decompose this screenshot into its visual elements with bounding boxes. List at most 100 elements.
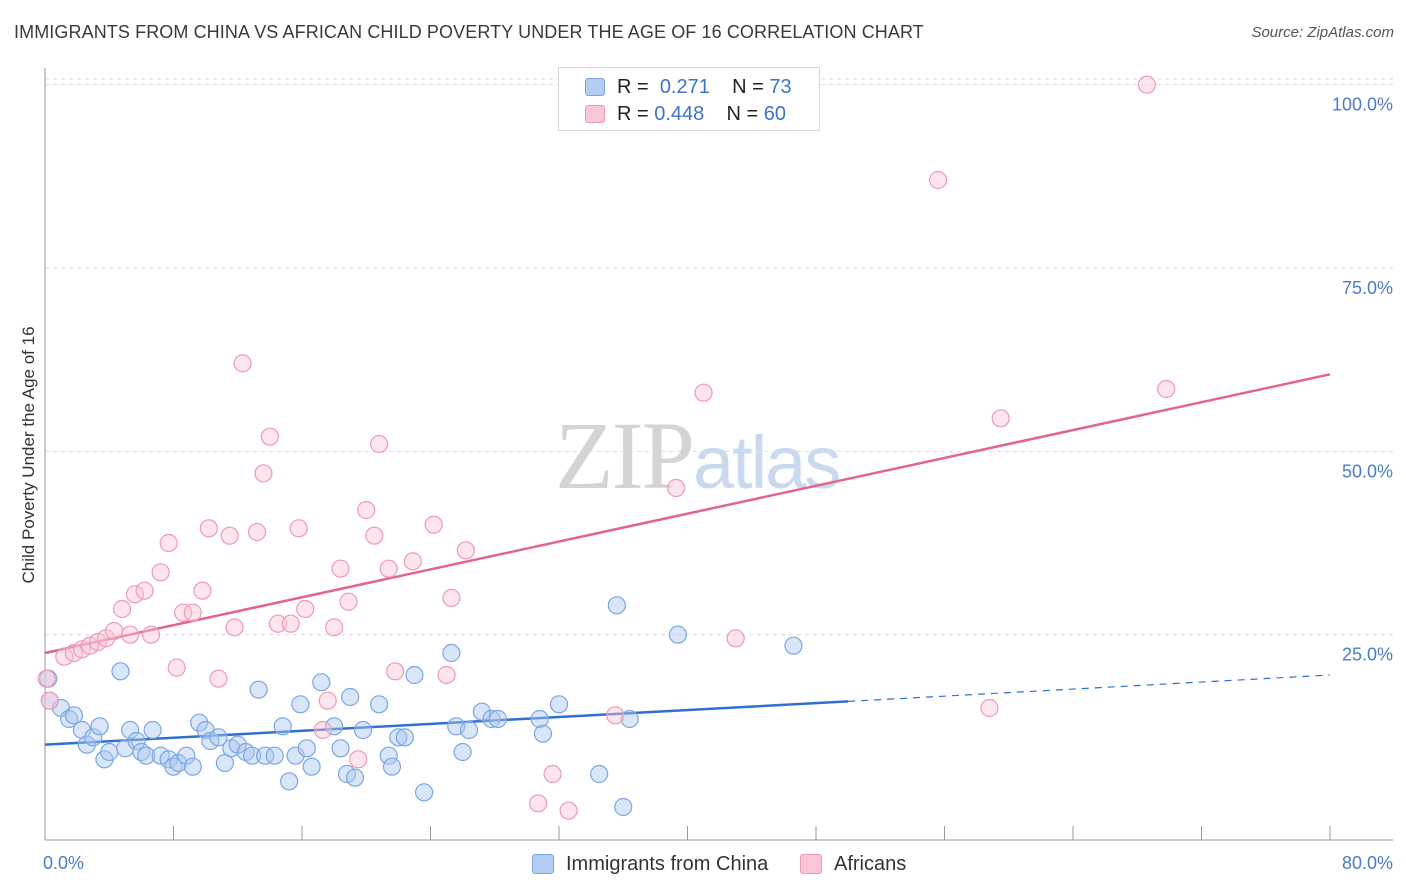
china-point	[302, 757, 321, 776]
china-point	[442, 643, 461, 663]
china-point	[389, 728, 408, 747]
africans-point	[379, 559, 398, 578]
africans-point	[442, 588, 461, 608]
china-point	[265, 746, 284, 765]
china-point	[459, 720, 479, 740]
china-point	[382, 757, 402, 776]
china-point	[379, 746, 398, 765]
africans-point	[325, 618, 344, 637]
africans-point	[928, 170, 948, 190]
china-point	[620, 709, 639, 729]
legend-r-label: R =	[617, 102, 649, 125]
x-tick-label-max: 80.0%	[1342, 853, 1393, 873]
china-point	[345, 768, 365, 787]
china-point	[472, 702, 491, 721]
china-point	[414, 783, 434, 802]
africans-point	[991, 409, 1010, 428]
watermark-atlas: atlas	[693, 421, 841, 504]
africans-point	[289, 519, 308, 538]
china-point	[784, 636, 803, 655]
africans-point	[980, 698, 999, 718]
africans-point	[254, 464, 273, 483]
tick-labels: 100.0% 75.0% 50.0% 25.0% 0.0% 80.0%	[43, 95, 1393, 873]
africans-point	[37, 669, 56, 688]
y-axis-label: Child Poverty Under the Age of 16	[19, 326, 38, 583]
africans-point	[349, 750, 368, 769]
china-point	[127, 731, 146, 751]
trend-lines	[44, 373, 1331, 746]
china-point	[77, 735, 96, 754]
watermark-zip: ZIP	[555, 402, 695, 509]
africans-point	[247, 522, 267, 542]
africans-point	[112, 599, 132, 619]
legend-r-value-africans: 0.448	[654, 102, 705, 125]
bottom-legend-label-africans: Africans	[834, 852, 907, 875]
china-point	[590, 764, 609, 784]
africans-point	[55, 647, 74, 666]
africans-point	[151, 563, 170, 582]
africans-point	[40, 691, 59, 710]
legend-row-africans: R = 0.448 N = 60	[585, 101, 786, 127]
africans-point	[135, 581, 154, 600]
africans-point	[296, 599, 315, 619]
africans-point	[1137, 75, 1156, 94]
legend-row-china: R = 0.271 N = 73	[585, 74, 792, 100]
legend-n-label: N =	[732, 75, 764, 98]
correlation-legend: R = 0.271 N = 73 R = 0.448 N = 60	[558, 67, 820, 131]
y-tick-label: 25.0%	[1342, 645, 1393, 665]
legend-n-label: N =	[726, 102, 759, 125]
china-point	[286, 746, 305, 765]
africans-point	[331, 559, 350, 578]
china-point	[530, 709, 549, 729]
bottom-legend-africans: Africans	[800, 851, 906, 877]
x-tick-label-min: 0.0%	[43, 853, 84, 873]
africans-point	[281, 614, 300, 633]
africans-point	[386, 662, 405, 681]
africans-point	[260, 427, 279, 446]
africans-point	[357, 500, 376, 520]
china-point	[331, 739, 350, 758]
africans-point	[121, 625, 140, 644]
china-point	[249, 680, 268, 699]
africans-point	[125, 585, 145, 604]
china-point	[312, 673, 331, 692]
legend-n-value-africans: 60	[763, 102, 787, 125]
china-point	[209, 728, 228, 747]
china-point	[84, 728, 103, 747]
africans-point	[167, 658, 186, 677]
watermark: ZIPatlas	[555, 400, 841, 511]
chart-title: IMMIGRANTS FROM CHINA VS AFRICAN CHILD P…	[14, 22, 924, 42]
china-point	[90, 717, 109, 736]
africans-point	[543, 764, 562, 784]
africans-point	[365, 526, 384, 545]
africans-point	[233, 354, 252, 373]
china-trend-line	[44, 700, 849, 746]
legend-swatch-africans	[585, 105, 605, 123]
africans-point	[268, 614, 288, 633]
africans-point	[174, 603, 193, 622]
africans-point	[141, 625, 161, 644]
y-tick-label: 75.0%	[1342, 278, 1393, 298]
data-points	[37, 75, 1176, 820]
china-point	[280, 772, 299, 791]
africans-point	[159, 533, 178, 553]
china-point	[668, 625, 687, 644]
bottom-legend-label-china: Immigrants from China	[566, 852, 769, 875]
china-point	[243, 746, 262, 765]
legend-swatch-china	[585, 78, 605, 96]
africans-point	[183, 603, 202, 622]
africans-point	[370, 434, 389, 454]
africans-point	[339, 592, 358, 611]
bottom-legend-swatch-africans	[800, 854, 822, 874]
china-point	[143, 720, 162, 740]
source-label: Source: ZipAtlas.com	[1251, 24, 1394, 41]
china-point	[190, 713, 209, 732]
china-point	[100, 742, 119, 762]
china-point	[137, 746, 156, 765]
africans-point	[318, 691, 337, 710]
axes	[44, 68, 1393, 841]
africans-point	[694, 383, 713, 402]
bottom-legend-china: Immigrants from China	[532, 851, 768, 877]
china-trend-line-extension	[848, 674, 1331, 702]
